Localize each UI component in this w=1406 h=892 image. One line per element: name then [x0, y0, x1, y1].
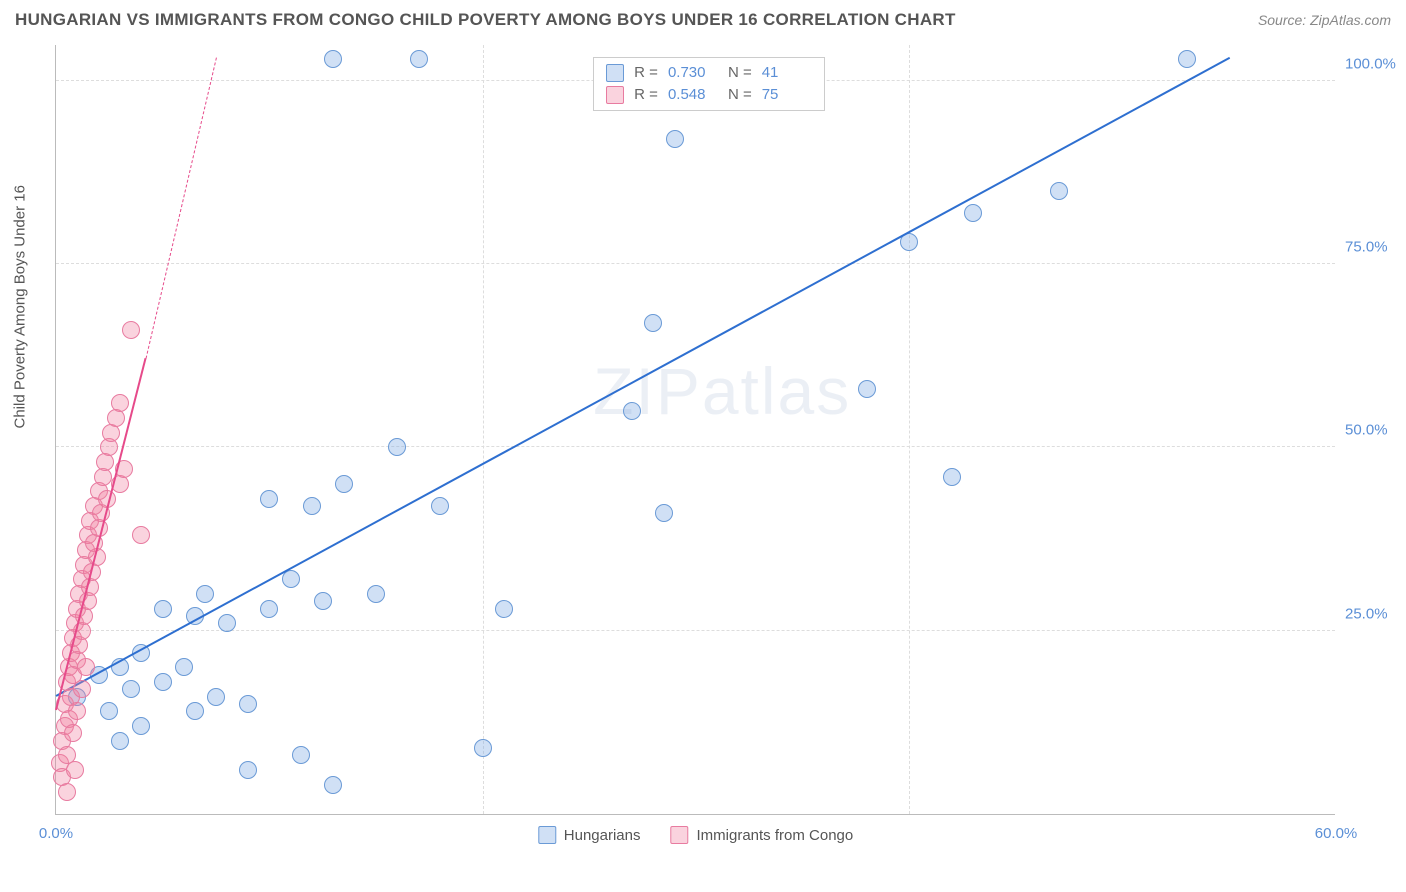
trend-line — [56, 57, 1230, 697]
data-point — [154, 600, 172, 618]
data-point — [73, 680, 91, 698]
data-point — [943, 468, 961, 486]
y-tick-label: 100.0% — [1345, 55, 1400, 72]
data-point — [623, 402, 641, 420]
gridline-horizontal — [56, 446, 1335, 447]
data-point — [410, 50, 428, 68]
data-point — [495, 600, 513, 618]
y-tick-label: 25.0% — [1345, 605, 1400, 622]
data-point — [58, 783, 76, 801]
data-point — [132, 526, 150, 544]
y-tick-label: 75.0% — [1345, 239, 1400, 256]
data-point — [186, 702, 204, 720]
data-point — [292, 746, 310, 764]
data-point — [1178, 50, 1196, 68]
data-point — [122, 321, 140, 339]
x-tick-label: 0.0% — [39, 825, 73, 842]
legend-n-label: N = — [728, 86, 752, 103]
title-bar: HUNGARIAN VS IMMIGRANTS FROM CONGO CHILD… — [15, 10, 1391, 30]
data-point — [260, 600, 278, 618]
data-point — [858, 380, 876, 398]
data-point — [644, 314, 662, 332]
legend-swatch — [538, 826, 556, 844]
data-point — [239, 695, 257, 713]
data-point — [239, 761, 257, 779]
data-point — [100, 702, 118, 720]
gridline-vertical — [483, 45, 484, 814]
data-point — [335, 475, 353, 493]
data-point — [218, 614, 236, 632]
data-point — [68, 702, 86, 720]
y-axis-label: Child Poverty Among Boys Under 16 — [12, 185, 29, 428]
data-point — [66, 761, 84, 779]
gridline-vertical — [909, 45, 910, 814]
series-legend: Hungarians Immigrants from Congo — [538, 826, 853, 844]
legend-n-value: 75 — [762, 86, 812, 103]
gridline-horizontal — [56, 263, 1335, 264]
data-point — [111, 394, 129, 412]
data-point — [431, 497, 449, 515]
legend-series-name: Immigrants from Congo — [697, 827, 854, 844]
data-point — [303, 497, 321, 515]
legend-swatch — [671, 826, 689, 844]
data-point — [77, 658, 95, 676]
legend-r-value: 0.730 — [668, 64, 718, 81]
data-point — [324, 776, 342, 794]
data-point — [964, 204, 982, 222]
legend-n-value: 41 — [762, 64, 812, 81]
data-point — [282, 570, 300, 588]
data-point — [122, 680, 140, 698]
legend-r-value: 0.548 — [668, 86, 718, 103]
source-label: Source: ZipAtlas.com — [1258, 12, 1391, 28]
legend-row: R = 0.730 N = 41 — [606, 62, 812, 84]
trend-line-dashed — [145, 58, 216, 359]
chart-title: HUNGARIAN VS IMMIGRANTS FROM CONGO CHILD… — [15, 10, 956, 30]
legend-row: R = 0.548 N = 75 — [606, 84, 812, 106]
data-point — [1050, 182, 1068, 200]
data-point — [666, 130, 684, 148]
data-point — [207, 688, 225, 706]
legend-item: Hungarians — [538, 826, 641, 844]
legend-series-name: Hungarians — [564, 827, 641, 844]
data-point — [154, 673, 172, 691]
x-tick-label: 60.0% — [1315, 825, 1358, 842]
y-tick-label: 50.0% — [1345, 422, 1400, 439]
legend-swatch — [606, 64, 624, 82]
data-point — [132, 717, 150, 735]
data-point — [64, 724, 82, 742]
scatter-plot: ZIPatlas 25.0%50.0%75.0%100.0%0.0%60.0%R… — [55, 45, 1335, 815]
data-point — [474, 739, 492, 757]
legend-swatch — [606, 86, 624, 104]
legend-item: Immigrants from Congo — [671, 826, 854, 844]
data-point — [196, 585, 214, 603]
data-point — [111, 732, 129, 750]
data-point — [655, 504, 673, 522]
gridline-horizontal — [56, 630, 1335, 631]
data-point — [260, 490, 278, 508]
data-point — [324, 50, 342, 68]
data-point — [367, 585, 385, 603]
data-point — [388, 438, 406, 456]
legend-n-label: N = — [728, 64, 752, 81]
data-point — [314, 592, 332, 610]
legend-r-label: R = — [634, 64, 658, 81]
legend-r-label: R = — [634, 86, 658, 103]
correlation-legend: R = 0.730 N = 41 R = 0.548 N = 75 — [593, 57, 825, 111]
data-point — [175, 658, 193, 676]
